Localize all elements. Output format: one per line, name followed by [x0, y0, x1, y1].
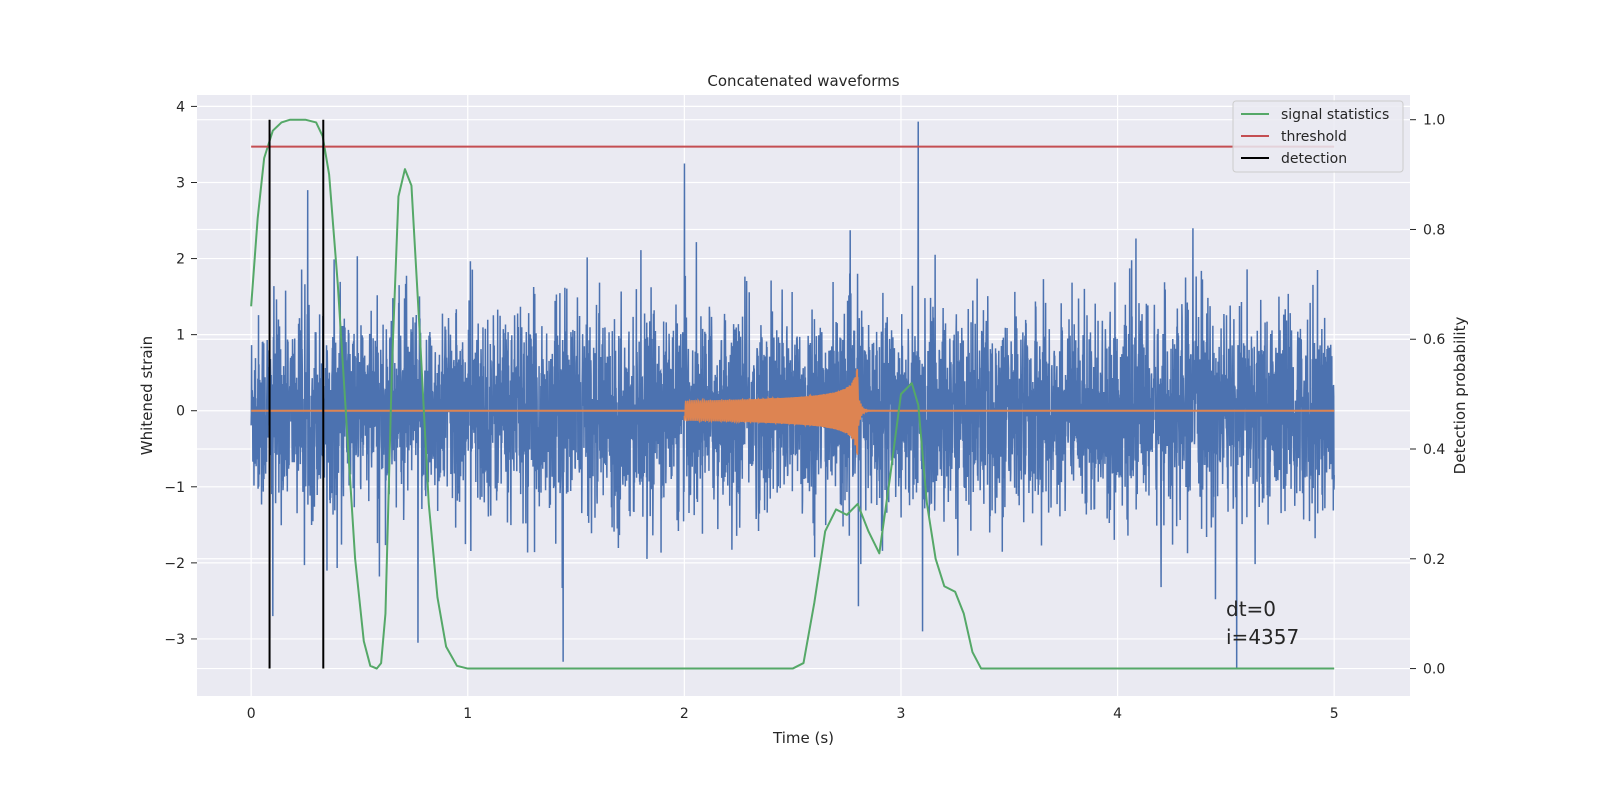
legend: signal statistics threshold detection — [1232, 100, 1404, 173]
y-tick-label: 2 — [176, 252, 185, 268]
y2-tick-label: 0.4 — [1423, 442, 1445, 458]
y-axis: −3 −2 −1 0 1 2 3 4 — [164, 99, 197, 648]
legend-label: signal statistics — [1281, 107, 1389, 123]
annotations: dt=0 i=4357 — [1226, 597, 1299, 649]
x-tick-label: 1 — [463, 706, 472, 722]
signal-statistics-line — [250, 118, 1335, 670]
overlay-series — [250, 118, 1335, 670]
x-tick-label: 4 — [1113, 706, 1122, 722]
x-tick-label: 2 — [680, 706, 689, 722]
x-tick-label: 3 — [897, 706, 906, 722]
chart-title: Concatenated waveforms — [707, 72, 899, 90]
y-tick-label: −2 — [164, 556, 185, 572]
y2-tick-label: 0.6 — [1423, 332, 1445, 348]
y-tick-label: 3 — [176, 175, 185, 191]
legend-label: threshold — [1281, 129, 1347, 145]
waveform-trace — [683, 368, 878, 455]
y2-tick-label: 0.0 — [1423, 662, 1445, 678]
y2-tick-label: 0.2 — [1423, 552, 1445, 568]
y-tick-label: 0 — [176, 404, 185, 420]
y-axis-label: Whitened strain — [138, 336, 156, 455]
x-tick-label: 0 — [247, 706, 256, 722]
y-tick-label: 1 — [176, 328, 185, 344]
y-tick-label: 4 — [176, 99, 185, 115]
x-axis: 0 1 2 3 4 5 — [247, 706, 1339, 722]
y2-axis-label: Detection probability — [1451, 317, 1469, 475]
legend-label: detection — [1281, 151, 1347, 167]
x-axis-label: Time (s) — [772, 729, 834, 747]
y2-tick-label: 1.0 — [1423, 113, 1445, 129]
annotation-text: dt=0 — [1226, 597, 1276, 621]
x-tick-label: 5 — [1330, 706, 1339, 722]
y2-tick-label: 0.8 — [1423, 222, 1445, 238]
annotation-text: i=4357 — [1226, 625, 1299, 649]
y2-axis: 0.0 0.2 0.4 0.6 0.8 1.0 — [1410, 113, 1445, 678]
y-tick-label: −3 — [164, 632, 185, 648]
waveform-series — [251, 368, 1335, 455]
y-tick-label: −1 — [164, 480, 185, 496]
legend-box — [1232, 100, 1404, 173]
